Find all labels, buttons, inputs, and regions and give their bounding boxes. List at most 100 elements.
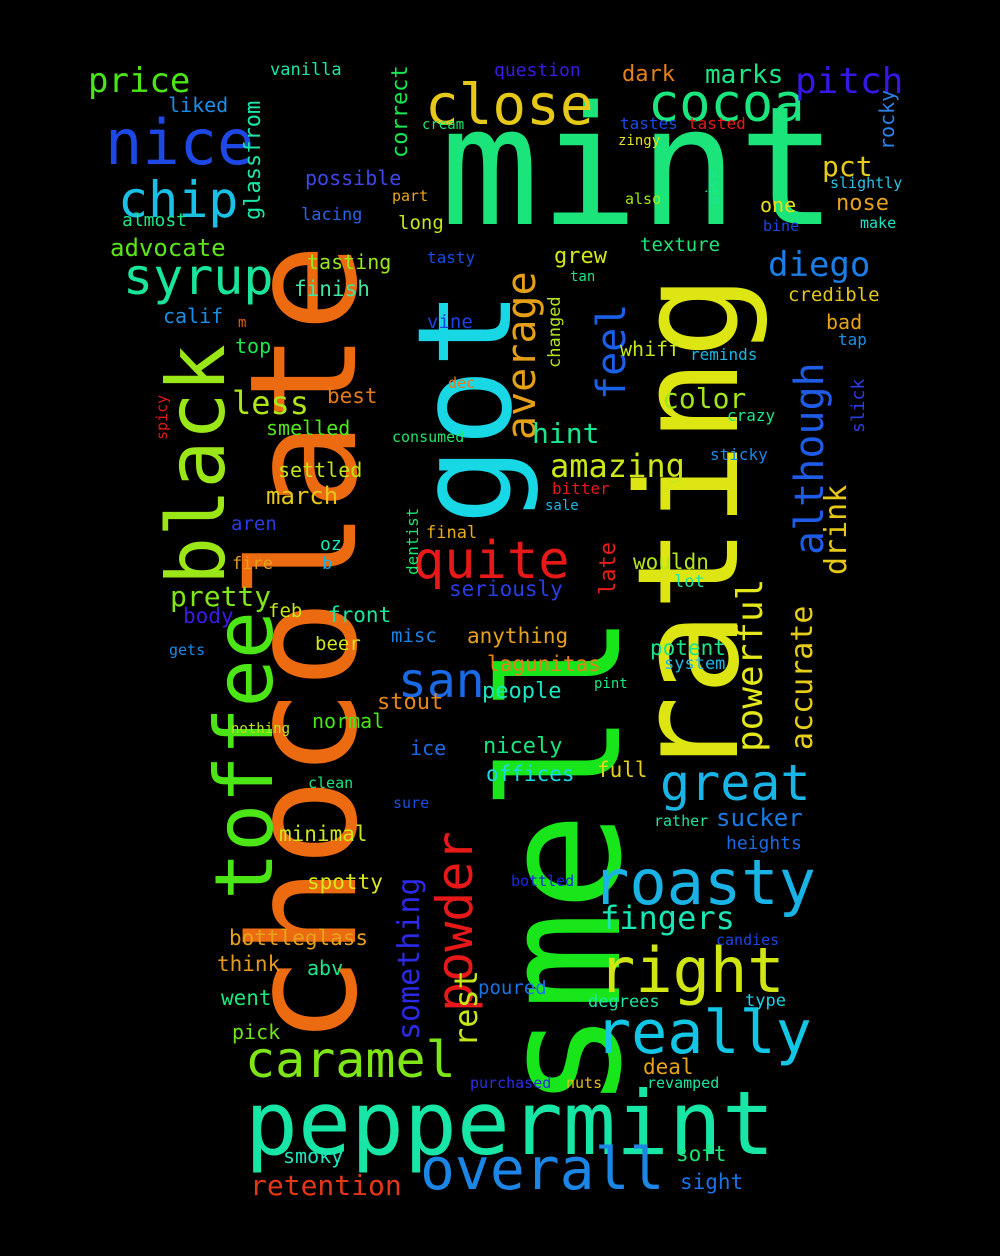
word-rocky: rocky xyxy=(875,89,899,150)
word-bine: bine xyxy=(763,217,800,235)
word-seriously: seriously xyxy=(449,577,563,601)
word-crazy: crazy xyxy=(727,406,776,425)
word-caramel: caramel xyxy=(245,1031,456,1089)
word-hint: hint xyxy=(532,417,600,450)
word-amazing: amazing xyxy=(550,447,685,485)
word-dark: dark xyxy=(622,62,675,87)
word-went: went xyxy=(221,986,272,1010)
word-march: march xyxy=(266,482,339,510)
word-poured: poured xyxy=(478,977,547,999)
word-sticky: sticky xyxy=(710,445,768,464)
word-spicy: spicy xyxy=(153,394,171,440)
word-candies: candies xyxy=(716,931,780,949)
word-wouldn: wouldn xyxy=(633,550,709,574)
word-nicely: nicely xyxy=(483,734,563,759)
word-m: m xyxy=(238,315,247,331)
word-zingy: zingy xyxy=(618,133,661,149)
word-front: front xyxy=(328,603,392,627)
word-soft: soft xyxy=(676,1142,727,1166)
word-system: system xyxy=(664,654,726,674)
word-changed: changed xyxy=(545,296,565,368)
word-color: color xyxy=(662,382,747,415)
word-deal: deal xyxy=(643,1055,694,1079)
word-offices: offices xyxy=(486,762,575,786)
word-oz: oz xyxy=(320,534,342,555)
word-nice: nice xyxy=(105,106,255,179)
word-lagunitas: lagunitas xyxy=(487,652,601,676)
word-tasted: tasted xyxy=(688,114,746,133)
word-slightly: slightly xyxy=(830,174,903,192)
word-quite: quite xyxy=(413,531,570,591)
word-close: close xyxy=(425,73,594,138)
word-marks: marks xyxy=(705,60,784,90)
word-smoky: smoky xyxy=(283,1144,344,1168)
word-bottleglass: bottleglass xyxy=(229,926,369,950)
word-feb: feb xyxy=(268,600,303,622)
word-dec: dec xyxy=(448,374,476,392)
word-pint: pint xyxy=(594,676,628,692)
word-bottled: bottled xyxy=(511,872,575,890)
word-rather: rather xyxy=(654,812,709,830)
word-heights: heights xyxy=(726,833,802,854)
word-pitch: pitch xyxy=(795,61,904,102)
word-chip: chip xyxy=(118,171,239,229)
word-nuts: nuts xyxy=(566,1074,603,1092)
word-bad: bad xyxy=(826,310,863,334)
word-body: body xyxy=(183,604,234,628)
word-vanilla: vanilla xyxy=(270,60,342,80)
word-fire: fire xyxy=(232,554,273,574)
word-final: final xyxy=(426,523,478,543)
word-nothing: nothing xyxy=(231,721,291,737)
word-cream: cream xyxy=(422,117,465,133)
word-vine: vine xyxy=(427,311,473,333)
word-dentist: dentist xyxy=(403,507,422,575)
word-minimal: minimal xyxy=(279,822,368,846)
word-texture: texture xyxy=(640,234,721,256)
word-also: also xyxy=(625,190,662,208)
word-people: people xyxy=(482,679,562,704)
word-b: b xyxy=(322,554,333,574)
word-glassfrom: glassfrom xyxy=(241,100,266,220)
word-correct: correct xyxy=(388,65,413,158)
word-sight: sight xyxy=(680,1170,744,1194)
word-sucker: sucker xyxy=(716,804,803,832)
word-best: best xyxy=(327,384,378,408)
word-smelled: smelled xyxy=(266,416,351,440)
word-whiff: whiff xyxy=(620,337,681,361)
word-pick: pick xyxy=(232,1020,281,1044)
word-top: top xyxy=(235,334,272,358)
word-anything: anything xyxy=(467,624,569,648)
word-question: question xyxy=(494,60,581,81)
word-diego: diego xyxy=(768,245,871,285)
word-full: full xyxy=(597,758,648,782)
word-overall: overall xyxy=(420,1135,665,1203)
word-really: really xyxy=(595,998,812,1068)
word-fingers: fingers xyxy=(600,899,735,937)
word-purchased: purchased xyxy=(470,1074,552,1092)
word-aren: aren xyxy=(231,513,277,535)
word-slick: slick xyxy=(848,378,869,433)
word-bitter: bitter xyxy=(552,479,610,498)
word-roasty: roasty xyxy=(592,846,816,919)
word-stout: stout xyxy=(377,690,444,715)
word-pretty: pretty xyxy=(170,580,272,613)
word-grew: grew xyxy=(554,244,607,269)
word-type: type xyxy=(745,991,786,1011)
word-advocate: advocate xyxy=(110,234,226,262)
word-lot: lot xyxy=(674,572,705,592)
word-powerful: powerful xyxy=(730,578,771,752)
word-ice: ice xyxy=(410,736,447,760)
word-tasty: tasty xyxy=(427,248,476,267)
word-less: less xyxy=(232,384,310,422)
word-sale: sale xyxy=(545,498,579,514)
word-retention: retention xyxy=(250,1169,402,1202)
word-one: one xyxy=(760,193,797,217)
word-liked: liked xyxy=(168,93,229,117)
word-abv: abv xyxy=(307,956,344,980)
word-gets: gets xyxy=(169,641,206,659)
word-part: part xyxy=(392,187,429,205)
word-drink: drink xyxy=(819,484,854,575)
word-degrees: degrees xyxy=(588,992,660,1012)
word-credible: credible xyxy=(788,284,880,306)
